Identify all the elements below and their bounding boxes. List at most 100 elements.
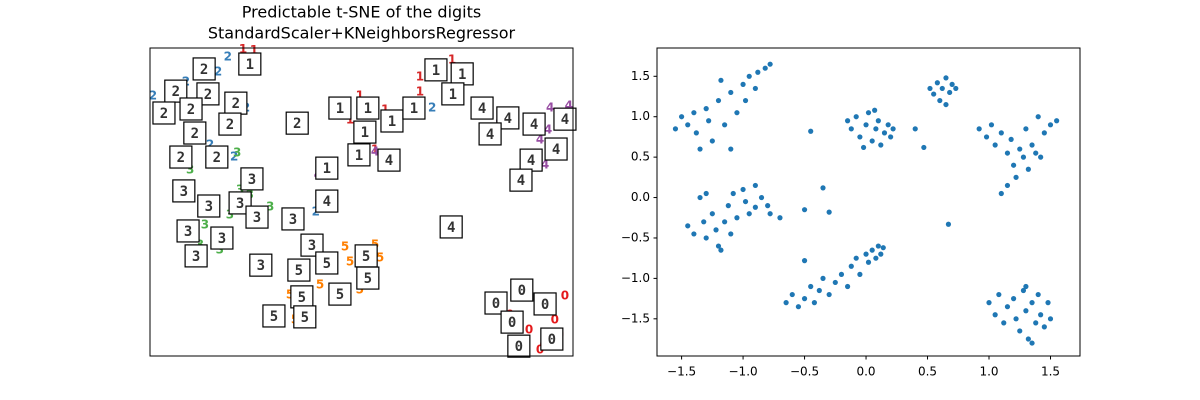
y-tick-label: 0.5 [631, 150, 650, 164]
point [1033, 320, 1039, 326]
point [725, 203, 731, 209]
point [693, 130, 699, 136]
point [767, 61, 773, 67]
thumbnail-box [328, 282, 352, 306]
thumbnail-digit: 4 [447, 220, 455, 236]
digit-label: 4 [536, 133, 544, 147]
point [863, 251, 869, 257]
point [857, 271, 863, 277]
point [869, 138, 875, 144]
thumbnail-box [169, 145, 193, 169]
digit-thumbnail: 1 [238, 52, 262, 76]
digit-thumbnail: 0 [484, 291, 508, 315]
thumbnail-digit: 4 [385, 153, 393, 169]
point [718, 247, 724, 253]
point [685, 223, 691, 229]
point [934, 80, 940, 86]
point [752, 182, 758, 189]
digit-thumbnail: 3 [176, 219, 200, 243]
point [1041, 324, 1047, 330]
digit-thumbnail: 2 [192, 57, 216, 81]
thumbnail-digit: 3 [253, 210, 261, 226]
thumbnail-digit: 4 [323, 194, 331, 210]
point [872, 107, 878, 113]
point [820, 275, 826, 281]
digit-thumbnail: 2 [205, 145, 229, 169]
point [765, 203, 771, 209]
point [869, 247, 875, 253]
thumbnail-digit: 4 [504, 111, 512, 127]
axes-frame [656, 47, 1081, 357]
point [789, 291, 795, 298]
digit-label: 1 [416, 85, 424, 99]
digit-thumbnail: 1 [315, 156, 339, 180]
point [878, 142, 884, 148]
point [945, 221, 952, 227]
digit-label: 1 [356, 89, 364, 103]
thumbnail-box [470, 96, 494, 120]
point [939, 85, 945, 92]
point [795, 304, 802, 310]
thumbnail-digit: 5 [336, 287, 344, 303]
digit-thumbnail: 3 [210, 226, 234, 250]
point [697, 146, 703, 152]
digit-thumbnail: 0 [507, 334, 531, 358]
thumbnail-box [281, 207, 305, 231]
thumbnail-box [315, 251, 339, 275]
point [881, 130, 888, 136]
digit-label: 4 [565, 98, 573, 112]
point [801, 207, 808, 213]
digit-label: 0 [561, 288, 569, 302]
point [740, 186, 746, 193]
digit-label: 4 [546, 101, 554, 115]
point [865, 259, 872, 265]
point [880, 245, 886, 251]
thumbnail-digit: 0 [508, 315, 516, 331]
y-tick-label: −1.5 [621, 311, 650, 325]
thumbnail-box [356, 266, 380, 290]
thumbnail-box [262, 304, 286, 328]
y-tick-label: −1.0 [621, 271, 650, 285]
thumbnail-digit: 2 [172, 84, 180, 100]
digit-thumbnail: 0 [533, 292, 557, 316]
digit-thumbnail: 5 [354, 244, 378, 268]
thumbnail-box [500, 310, 524, 334]
thumbnail-digit: 4 [517, 173, 525, 189]
thumbnail-digit: 3 [289, 212, 297, 228]
point [1045, 300, 1051, 306]
point [730, 190, 736, 197]
point [715, 97, 722, 104]
point [1017, 146, 1023, 152]
thumbnail-box [287, 258, 311, 282]
thumbnail-box [507, 334, 531, 358]
thumbnail-digit: 0 [518, 283, 526, 299]
thumbnail-digit: 5 [364, 271, 372, 287]
thumbnail-digit: 4 [552, 142, 560, 158]
thumbnail-digit: 1 [410, 101, 418, 117]
thumbnail-box [328, 96, 352, 120]
digit-label: 1 [371, 142, 379, 156]
digit-thumbnail: 2 [285, 111, 309, 135]
thumbnail-digit: 2 [160, 106, 168, 122]
digit-label: 3 [266, 199, 274, 213]
thumbnail-box [172, 179, 196, 203]
point [953, 85, 959, 92]
point [672, 126, 679, 132]
point [857, 134, 863, 140]
digit-thumbnail: 2 [218, 112, 242, 136]
thumbnail-digit: 1 [361, 125, 369, 141]
digit-thumbnail: 4 [553, 107, 577, 131]
point [853, 255, 859, 261]
digit-label: 0 [551, 312, 559, 326]
x-tick-label: −1.5 [667, 365, 696, 379]
point [853, 114, 859, 120]
point [848, 263, 854, 269]
digit-thumbnail: 0 [510, 278, 534, 302]
thumbnail-box [192, 57, 216, 81]
thumbnail-digit: 3 [184, 224, 192, 240]
thumbnail-digit: 5 [301, 310, 309, 326]
digit-thumbnail: 3 [184, 244, 208, 268]
digit-thumbnail: 4 [439, 215, 463, 239]
digit-label: 2 [428, 101, 436, 115]
